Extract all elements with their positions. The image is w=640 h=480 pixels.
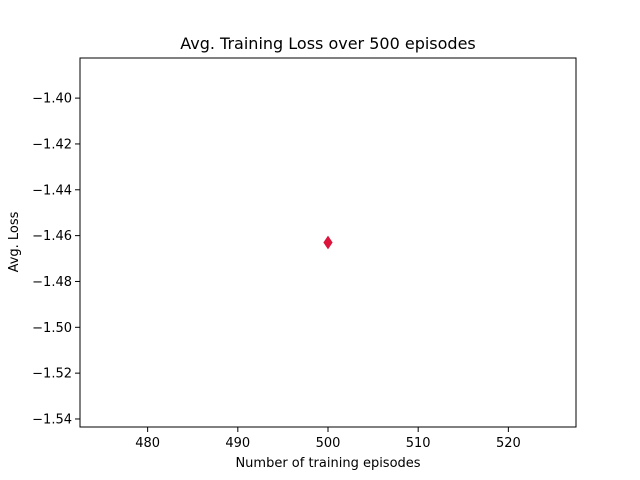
x-tick-label: 480 bbox=[135, 436, 160, 451]
y-tick-label: −1.48 bbox=[32, 275, 72, 290]
x-tick-label: 520 bbox=[496, 436, 521, 451]
data-point-marker bbox=[323, 235, 333, 250]
y-tick-label: −1.44 bbox=[32, 183, 72, 198]
chart-title: Avg. Training Loss over 500 episodes bbox=[180, 34, 476, 53]
y-axis-label: Avg. Loss bbox=[7, 211, 22, 272]
y-tick-label: −1.52 bbox=[32, 367, 72, 382]
x-axis: 480 490 500 510 520 bbox=[135, 427, 521, 451]
y-tick-label: −1.40 bbox=[32, 92, 72, 107]
y-axis: −1.40 −1.42 −1.44 −1.46 −1.48 −1.50 −1.52 −1.54 bbox=[32, 92, 80, 427]
y-tick-label: −1.54 bbox=[32, 412, 72, 427]
x-tick-label: 500 bbox=[316, 436, 341, 451]
data-points bbox=[323, 235, 333, 250]
x-tick-label: 510 bbox=[406, 436, 431, 451]
y-tick-label: −1.42 bbox=[32, 137, 72, 152]
x-tick-label: 490 bbox=[225, 436, 250, 451]
y-tick-label: −1.46 bbox=[32, 229, 72, 244]
x-axis-label: Number of training episodes bbox=[235, 456, 420, 471]
y-tick-label: −1.50 bbox=[32, 321, 72, 336]
